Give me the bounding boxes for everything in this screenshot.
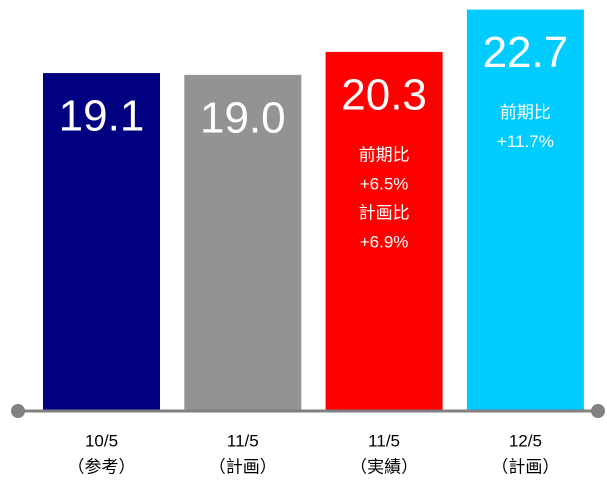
bar — [325, 51, 443, 411]
axis-end — [591, 404, 605, 418]
x-tick-sublabel: （参考） — [68, 457, 136, 476]
annotation: 前期比 — [359, 145, 410, 164]
value-label: 20.3 — [341, 71, 427, 120]
x-tick-sublabel: （計画） — [491, 457, 559, 476]
bar — [43, 73, 160, 411]
x-tick-sublabel: （計画） — [209, 457, 277, 476]
value-label: 22.7 — [483, 28, 569, 77]
x-tick-label: 12/5 — [509, 431, 542, 450]
annotation: +6.5% — [360, 174, 409, 193]
value-label: 19.1 — [59, 92, 145, 141]
x-tick-sublabel: （実績） — [350, 457, 418, 476]
value-label: 19.0 — [200, 93, 286, 142]
axis-end — [11, 404, 25, 418]
annotation: +6.9% — [360, 232, 409, 251]
annotation: 計画比 — [359, 203, 410, 222]
annotation: 前期比 — [500, 103, 551, 122]
bar — [184, 74, 302, 410]
x-tick-label: 11/5 — [368, 431, 400, 450]
annotation: +11.7% — [497, 132, 554, 151]
x-tick-label: 11/5 — [227, 431, 259, 450]
x-tick-label: 10/5 — [85, 431, 118, 450]
bar — [466, 9, 584, 411]
